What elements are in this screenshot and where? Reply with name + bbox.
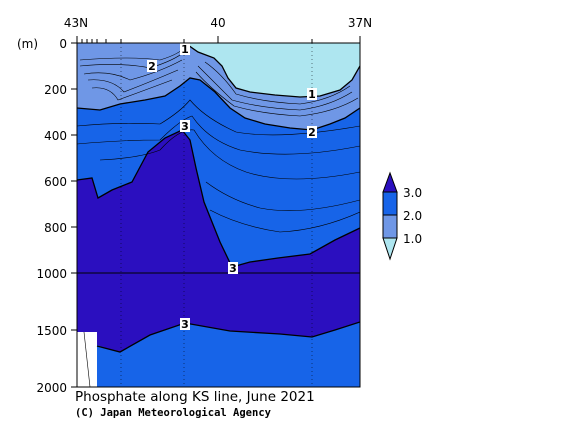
contour-1 [184, 43, 360, 98]
contour-fill-layer [77, 43, 360, 387]
contour-label: 3 [228, 262, 238, 275]
top-axis-ticks [76, 36, 361, 43]
lat-label-37n: 37N [348, 16, 372, 30]
colorbar-label-3: 3.0 [403, 186, 422, 200]
contour-label: 3 [180, 318, 190, 331]
colorbar-label-2: 2.0 [403, 209, 422, 223]
contour-label-layer: 1 2 1 2 3 3 3 [147, 43, 317, 331]
contour-lines [77, 43, 360, 387]
y-axis-ticks [71, 42, 77, 388]
depth-tick-600: 600 [44, 175, 67, 189]
contour-label: 3 [180, 120, 190, 133]
svg-text:1: 1 [181, 43, 189, 56]
colorbar-top-arrow [382, 171, 398, 193]
lat-label-40: 40 [210, 16, 225, 30]
contour-3-upper [77, 129, 360, 268]
contour-label: 2 [147, 60, 157, 73]
band-very-low [185, 43, 360, 97]
depth-tick-0: 0 [59, 37, 67, 51]
contour-label: 1 [180, 43, 190, 56]
contour-3-lower [96, 321, 360, 353]
depth-tick-800: 800 [44, 221, 67, 235]
depth-tick-200: 200 [44, 83, 67, 97]
station-lines [120, 43, 313, 387]
colorbar-mid [382, 214, 398, 239]
depth-tick-400: 400 [44, 129, 67, 143]
band-high-upper [77, 130, 360, 387]
svg-text:2: 2 [148, 60, 156, 73]
thin-contours [77, 45, 360, 233]
colorbar-label-1: 1.0 [403, 232, 422, 246]
credit-line: (C) Japan Meteorological Agency [75, 407, 271, 419]
band-mid-lower [77, 322, 360, 387]
svg-text:1: 1 [308, 88, 316, 101]
lat-label-43n: 43N [64, 16, 88, 30]
depth-tick-1500: 1500 [36, 324, 67, 338]
colorbar-high [382, 191, 398, 216]
contour-2 [77, 77, 360, 131]
depth-tick-1000: 1000 [36, 267, 67, 281]
contour-label: 2 [307, 126, 317, 139]
svg-text:3: 3 [181, 318, 189, 331]
chart-title: Phosphate along KS line, June 2021 [75, 389, 315, 405]
colorbar [382, 171, 398, 261]
svg-text:3: 3 [229, 262, 237, 275]
svg-text:2: 2 [308, 126, 316, 139]
depth-tick-2000: 2000 [36, 381, 67, 395]
svg-text:3: 3 [181, 120, 189, 133]
colorbar-bottom-arrow [382, 237, 398, 261]
contour-label: 1 [307, 88, 317, 101]
depth-unit-label: (m) [17, 37, 38, 51]
